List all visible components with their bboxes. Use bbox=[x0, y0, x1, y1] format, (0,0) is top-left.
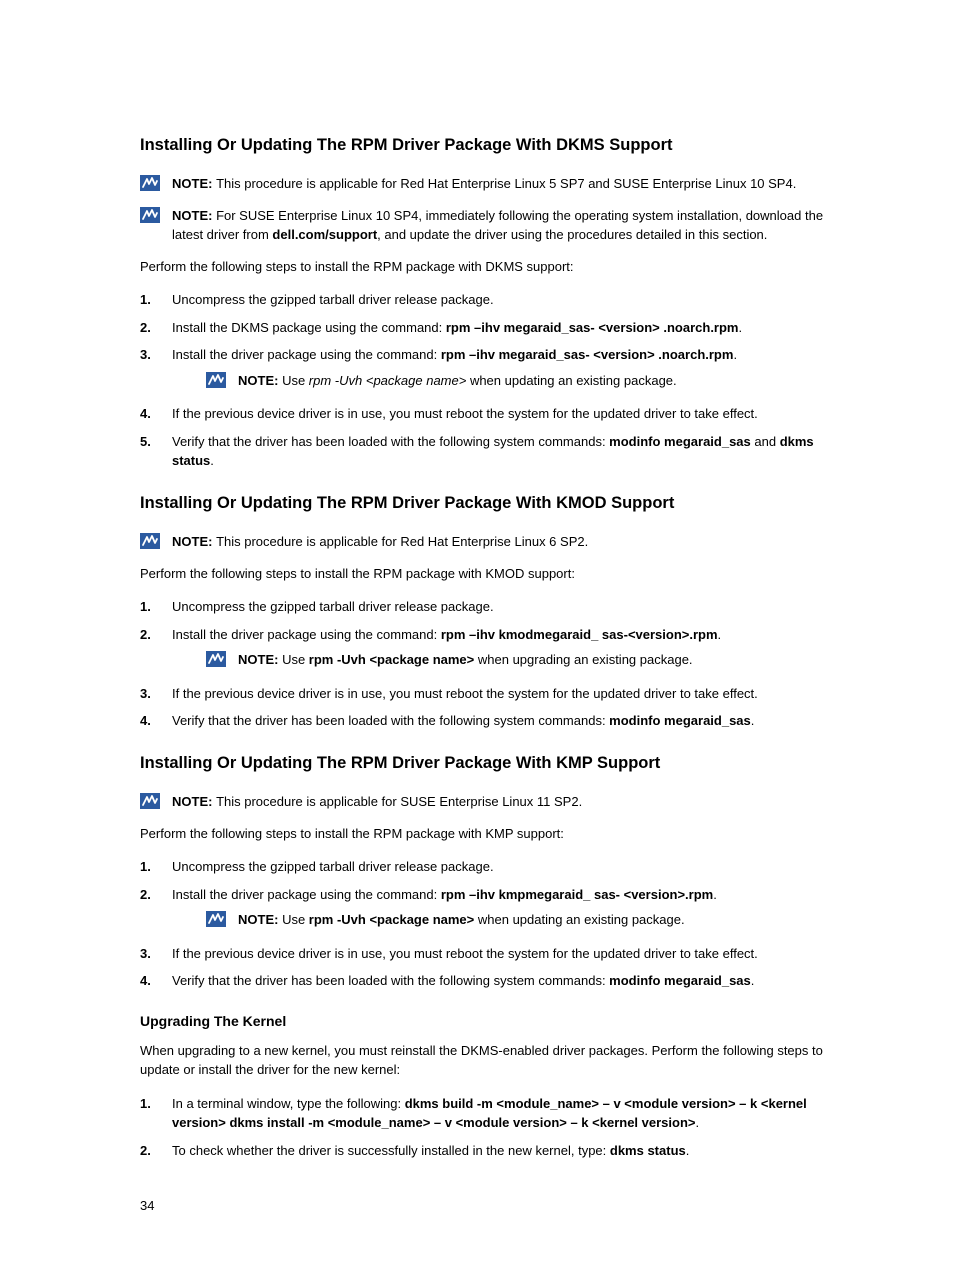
section-kmp: Installing Or Updating The RPM Driver Pa… bbox=[140, 753, 839, 991]
steps-kmod: 1.Uncompress the gzipped tarball driver … bbox=[140, 597, 839, 731]
note-row: NOTE: Use rpm -Uvh <package name> when u… bbox=[206, 910, 839, 930]
heading-kmod: Installing Or Updating The RPM Driver Pa… bbox=[140, 493, 839, 514]
note-text: NOTE: This procedure is applicable for R… bbox=[172, 174, 839, 194]
list-item: 2.To check whether the driver is success… bbox=[140, 1141, 839, 1161]
list-item: 4.Verify that the driver has been loaded… bbox=[140, 711, 839, 731]
note-row: NOTE: This procedure is applicable for R… bbox=[140, 532, 839, 552]
steps-dkms: 1.Uncompress the gzipped tarball driver … bbox=[140, 290, 839, 471]
note-row: NOTE: For SUSE Enterprise Linux 10 SP4, … bbox=[140, 206, 839, 245]
section-dkms: Installing Or Updating The RPM Driver Pa… bbox=[140, 135, 839, 471]
list-item: 5.Verify that the driver has been loaded… bbox=[140, 432, 839, 471]
list-item: 1.Uncompress the gzipped tarball driver … bbox=[140, 290, 839, 310]
intro-text: Perform the following steps to install t… bbox=[140, 564, 839, 584]
note-icon bbox=[206, 651, 226, 667]
note-icon bbox=[140, 175, 160, 191]
note-row: NOTE: Use rpm -Uvh <package name> when u… bbox=[206, 371, 839, 391]
note-text: NOTE: Use rpm -Uvh <package name> when u… bbox=[238, 910, 839, 930]
note-text: NOTE: For SUSE Enterprise Linux 10 SP4, … bbox=[172, 206, 839, 245]
section-kernel: Upgrading The Kernel When upgrading to a… bbox=[140, 1013, 839, 1161]
note-row: NOTE: This procedure is applicable for S… bbox=[140, 792, 839, 812]
page: Installing Or Updating The RPM Driver Pa… bbox=[0, 0, 954, 1273]
heading-kmp: Installing Or Updating The RPM Driver Pa… bbox=[140, 753, 839, 774]
list-item: 3. Install the driver package using the … bbox=[140, 345, 839, 396]
intro-text: Perform the following steps to install t… bbox=[140, 257, 839, 277]
intro-text: Perform the following steps to install t… bbox=[140, 824, 839, 844]
note-icon bbox=[140, 207, 160, 223]
note-text: NOTE: This procedure is applicable for S… bbox=[172, 792, 839, 812]
list-item: 3.If the previous device driver is in us… bbox=[140, 684, 839, 704]
note-text: NOTE: This procedure is applicable for R… bbox=[172, 532, 839, 552]
heading-dkms: Installing Or Updating The RPM Driver Pa… bbox=[140, 135, 839, 156]
steps-kernel: 1.In a terminal window, type the followi… bbox=[140, 1094, 839, 1161]
note-text: NOTE: Use rpm -Uvh <package name> when u… bbox=[238, 650, 839, 670]
list-item: 4.Verify that the driver has been loaded… bbox=[140, 971, 839, 991]
list-item: 1.In a terminal window, type the followi… bbox=[140, 1094, 839, 1133]
note-icon bbox=[206, 372, 226, 388]
list-item: 2. Install the driver package using the … bbox=[140, 885, 839, 936]
note-icon bbox=[140, 533, 160, 549]
note-icon bbox=[140, 793, 160, 809]
note-row: NOTE: Use rpm -Uvh <package name> when u… bbox=[206, 650, 839, 670]
steps-kmp: 1.Uncompress the gzipped tarball driver … bbox=[140, 857, 839, 991]
note-text: NOTE: Use rpm -Uvh <package name> when u… bbox=[238, 371, 839, 391]
list-item: 1.Uncompress the gzipped tarball driver … bbox=[140, 597, 839, 617]
list-item: 3.If the previous device driver is in us… bbox=[140, 944, 839, 964]
note-icon bbox=[206, 911, 226, 927]
list-item: 4.If the previous device driver is in us… bbox=[140, 404, 839, 424]
heading-kernel: Upgrading The Kernel bbox=[140, 1013, 839, 1029]
page-number: 34 bbox=[140, 1198, 839, 1213]
list-item: 1.Uncompress the gzipped tarball driver … bbox=[140, 857, 839, 877]
list-item: 2.Install the DKMS package using the com… bbox=[140, 318, 839, 338]
section-kmod: Installing Or Updating The RPM Driver Pa… bbox=[140, 493, 839, 731]
list-item: 2. Install the driver package using the … bbox=[140, 625, 839, 676]
intro-text: When upgrading to a new kernel, you must… bbox=[140, 1041, 839, 1080]
note-row: NOTE: This procedure is applicable for R… bbox=[140, 174, 839, 194]
